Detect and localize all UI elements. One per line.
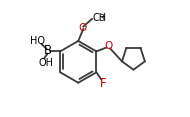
Text: O: O (79, 23, 87, 33)
Text: CH: CH (93, 13, 107, 23)
Text: O: O (104, 41, 112, 51)
Text: B: B (44, 44, 52, 57)
Text: 3: 3 (99, 14, 104, 23)
Text: HO: HO (30, 36, 45, 46)
Text: OH: OH (38, 58, 53, 68)
Text: F: F (100, 77, 107, 90)
